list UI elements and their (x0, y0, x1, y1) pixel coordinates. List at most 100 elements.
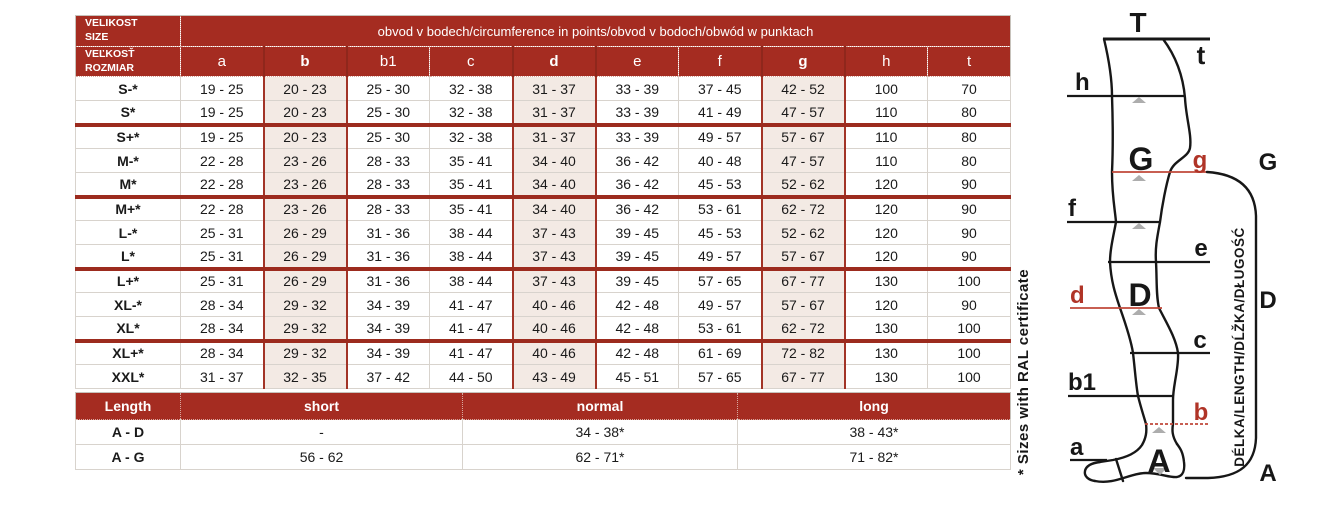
value-cell: 39 - 45 (595, 268, 679, 293)
value-cell: 39 - 45 (595, 244, 679, 271)
col-letters-row: VEĽKOSŤ ROZMIAR a b b1 c d e f g h t (75, 46, 1012, 77)
value-cell: 130 (844, 268, 928, 293)
value-cell: 110 (844, 100, 928, 127)
value-cell: 41 - 47 (429, 292, 513, 317)
value-cell: 32 - 35 (262, 364, 348, 389)
triangle-h-icon (1132, 97, 1146, 103)
value-cell: 33 - 39 (595, 76, 679, 101)
size-label: XXL* (75, 364, 181, 389)
value-cell: 45 - 53 (678, 220, 762, 245)
size-row-L: L+* 25 - 31 26 - 29 31 - 36 38 - 44 37 - 43 39… (75, 268, 1012, 293)
value-cell: 39 - 45 (595, 220, 679, 245)
length-row: A - G 56 - 62 62 - 71* 71 - 82* (75, 444, 1011, 470)
value-cell: 28 - 33 (346, 148, 430, 173)
value-cell: 72 - 82 (760, 340, 846, 365)
value-cell: 28 - 33 (346, 196, 430, 221)
value-cell: 31 - 36 (346, 268, 430, 293)
value-cell: 47 - 57 (760, 148, 846, 173)
size-label: S* (75, 100, 181, 127)
value-cell: 31 - 37 (511, 100, 597, 127)
value-cell: 31 - 37 (511, 76, 597, 101)
value-cell: 26 - 29 (262, 220, 348, 245)
size-row-M: M-* 22 - 28 23 - 26 28 - 33 35 - 41 34 - 40 36… (75, 148, 1012, 173)
marker-triangles (1132, 97, 1167, 475)
value-cell: 57 - 65 (678, 268, 762, 293)
size-label: S-* (75, 76, 181, 101)
value-cell: 130 (844, 340, 928, 365)
size-row-S: S-* 19 - 25 20 - 23 25 - 30 32 - 38 31 - 37 33… (75, 76, 1012, 101)
value-cell: 100 (926, 364, 1012, 389)
value-cell: 31 - 36 (346, 220, 430, 245)
triangle-g-icon (1132, 175, 1146, 181)
value-cell: 32 - 38 (429, 76, 513, 101)
value-cell: 20 - 23 (262, 100, 348, 127)
normal-header-cell: normal (462, 392, 738, 420)
label-f: f (1068, 195, 1077, 222)
size-row-L: L-* 25 - 31 26 - 29 31 - 36 38 - 44 37 - 43 39… (75, 220, 1012, 245)
length-header-row: Length short normal long (75, 392, 1011, 420)
value-cell: 38 - 44 (429, 268, 513, 293)
value-cell: 80 (926, 100, 1012, 127)
value-cell: 44 - 50 (429, 364, 513, 389)
tables-area: VELIKOST SIZE obvod v bodech/circumferen… (75, 15, 1012, 470)
value-cell: 37 - 42 (346, 364, 430, 389)
value-cell: 29 - 32 (262, 340, 348, 365)
value-cell: 40 - 46 (511, 316, 597, 343)
corner2-line1: VEĽKOSŤ (85, 47, 135, 60)
size-label: M-* (75, 148, 181, 173)
value-cell: 120 (844, 196, 928, 221)
value-cell: 34 - 40 (511, 148, 597, 173)
size-corner-cell: VELIKOST SIZE (75, 15, 181, 47)
value-cell: 19 - 25 (180, 100, 264, 127)
label-G-big: G (1129, 141, 1154, 177)
label-A-right: A (1259, 460, 1276, 487)
value-cell: 57 - 67 (760, 292, 846, 317)
value-cell: 62 - 72 (760, 196, 846, 221)
value-cell: 35 - 41 (429, 148, 513, 173)
size-label: XL-* (75, 292, 181, 317)
label-b1: b1 (1068, 369, 1096, 396)
value-cell: 67 - 77 (760, 268, 846, 293)
open-toe-band (1114, 457, 1125, 483)
length-bracket (1184, 170, 1258, 480)
size-label: L-* (75, 220, 181, 245)
value-cell: 110 (844, 124, 928, 149)
value-cell: 35 - 41 (429, 196, 513, 221)
value-cell: 25 - 30 (346, 124, 430, 149)
value-cell: 90 (926, 172, 1012, 199)
value-cell: 90 (926, 244, 1012, 271)
value-cell: 38 - 44 (429, 244, 513, 271)
value-cell: 37 - 43 (511, 268, 597, 293)
value-cell: 20 - 23 (262, 124, 348, 149)
length-value-cell: 56 - 62 (180, 444, 463, 470)
circumference-header: obvod v bodech/circumference in points/o… (179, 15, 1012, 47)
length-axis-label: DÉLKA/LENGTH/DĹŽKA/DŁUGOŚĆ (1232, 227, 1247, 467)
value-cell: 42 - 52 (760, 76, 846, 101)
long-header-cell: long (737, 392, 1011, 420)
column-header-b: b (262, 46, 348, 77)
label-T: T (1129, 7, 1146, 38)
value-cell: 33 - 39 (595, 100, 679, 127)
value-cell: 67 - 77 (760, 364, 846, 389)
triangle-A-icon (1153, 468, 1167, 475)
size-row-S: S* 19 - 25 20 - 23 25 - 30 32 - 38 31 - 37 33 … (75, 100, 1012, 127)
triangle-b-icon (1152, 427, 1166, 433)
column-header-h: h (844, 46, 928, 77)
size-label: L* (75, 244, 181, 271)
size-label: S+* (75, 124, 181, 149)
value-cell: 22 - 28 (180, 172, 264, 199)
label-h: h (1075, 69, 1090, 96)
label-g: g (1193, 147, 1208, 174)
value-cell: 49 - 57 (678, 124, 762, 149)
value-cell: 29 - 32 (262, 292, 348, 317)
value-cell: 57 - 67 (760, 244, 846, 271)
value-cell: 52 - 62 (760, 172, 846, 199)
value-cell: 23 - 26 (262, 196, 348, 221)
column-header-g: g (760, 46, 846, 77)
value-cell: 80 (926, 148, 1012, 173)
size-row-S: S+* 19 - 25 20 - 23 25 - 30 32 - 38 31 - 37 33… (75, 124, 1012, 149)
value-cell: 47 - 57 (760, 100, 846, 127)
value-cell: 41 - 49 (678, 100, 762, 127)
size-row-XL: XL-* 28 - 34 29 - 32 34 - 39 41 - 47 40 - 46 4… (75, 292, 1012, 317)
size-label: L+* (75, 268, 181, 293)
